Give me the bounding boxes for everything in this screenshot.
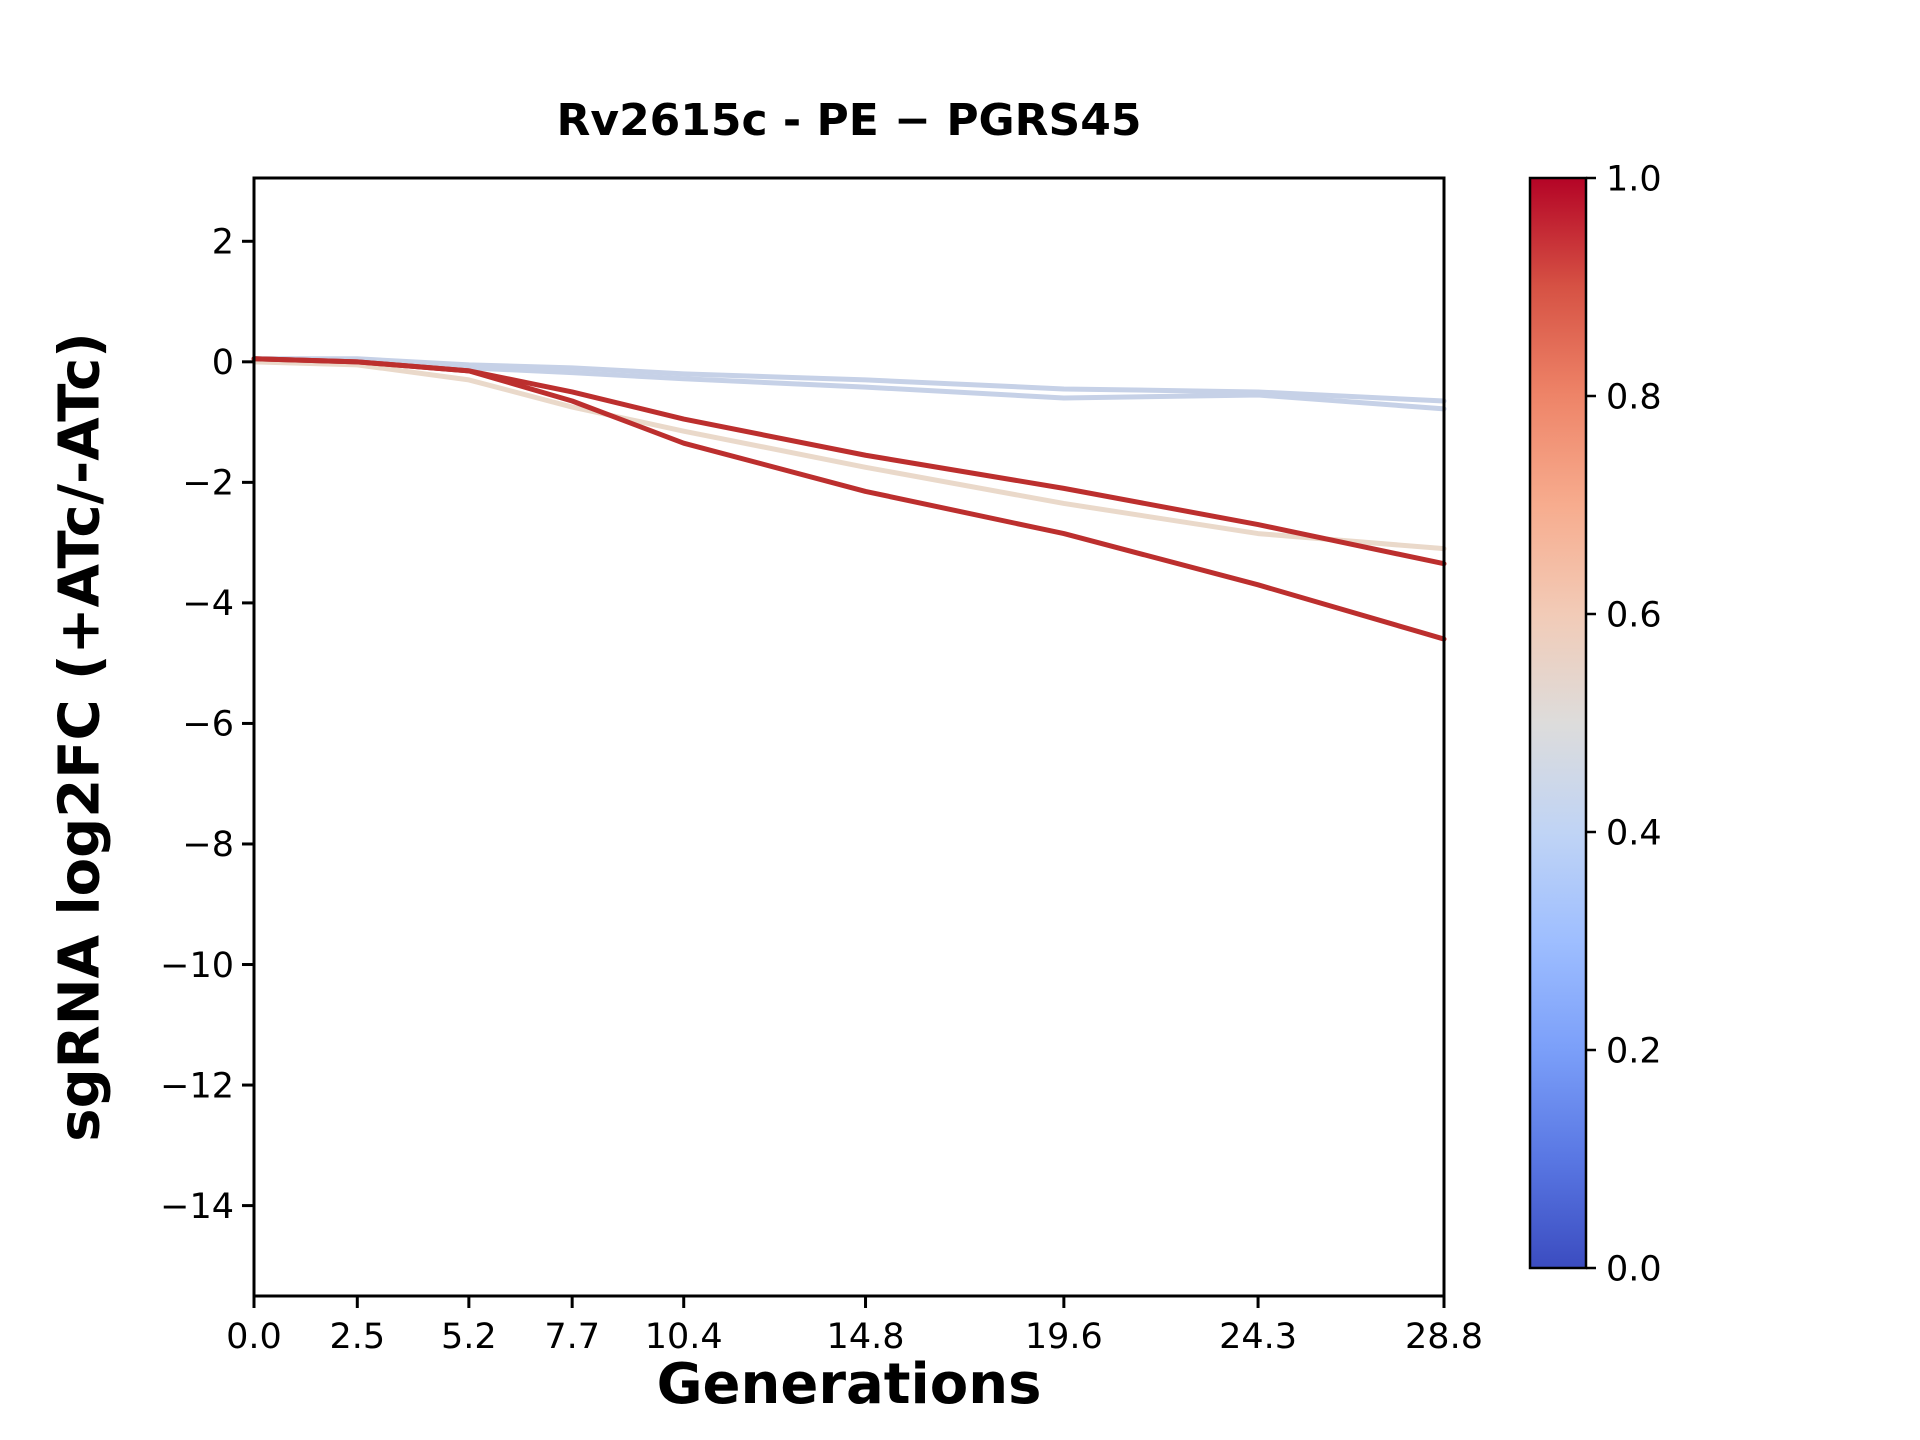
axes-frame (252, 176, 1446, 1298)
series-line-1 (251, 356, 1447, 404)
colorbar-tick-label: 0.2 (1606, 1031, 1662, 1071)
colorbar-tick-label: 1.0 (1606, 159, 1662, 199)
x-tick-label: 0.0 (226, 1317, 282, 1357)
colorbar-tick-label: 0.0 (1606, 1249, 1662, 1289)
y-tick-label: 2 (212, 223, 234, 263)
chart-title: Rv2615c - PE − PGRS45 (556, 95, 1142, 146)
x-tick-label: 10.4 (645, 1317, 723, 1357)
y-axis-label: sgRNA log2FC (+ATc/-ATc) (47, 332, 113, 1142)
x-tick-label: 28.8 (1405, 1317, 1483, 1357)
y-tick-label: −8 (182, 825, 234, 865)
x-tick-label: 14.8 (827, 1317, 905, 1357)
series-line-5 (251, 356, 1447, 642)
y-tick-label: −10 (160, 946, 234, 986)
series-line-3 (251, 359, 1447, 552)
colorbar (1528, 176, 1588, 1270)
y-tick-label: −14 (160, 1187, 234, 1227)
y-tick-label: −12 (160, 1066, 234, 1106)
x-tick-label: 7.7 (544, 1317, 600, 1357)
y-tick-label: 0 (212, 343, 234, 383)
y-tick-label: −6 (182, 705, 234, 745)
x-tick-label: 5.2 (441, 1317, 497, 1357)
colorbar-tick-label: 0.4 (1606, 813, 1662, 853)
x-tick-label: 2.5 (329, 1317, 385, 1357)
colorbar-tick-label: 0.8 (1606, 377, 1662, 417)
y-tick-label: −4 (182, 584, 234, 624)
colorbar-tick-label: 0.6 (1606, 595, 1662, 635)
y-tick-label: −2 (182, 464, 234, 504)
x-axis-label: Generations (656, 1352, 1042, 1417)
x-tick-label: 19.6 (1025, 1317, 1103, 1357)
x-tick-label: 24.3 (1219, 1317, 1297, 1357)
